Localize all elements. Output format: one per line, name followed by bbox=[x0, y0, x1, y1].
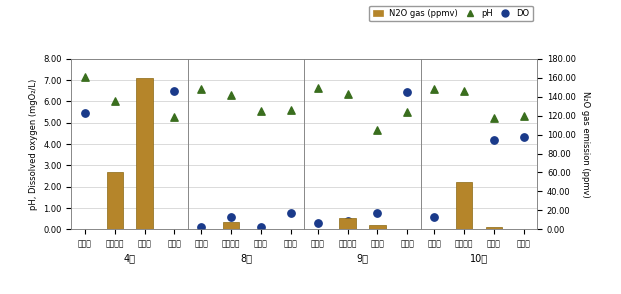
Point bbox=[140, 217, 150, 222]
Point bbox=[373, 211, 383, 216]
Point bbox=[343, 92, 353, 96]
Point bbox=[489, 116, 499, 121]
Point bbox=[519, 114, 528, 119]
Point bbox=[286, 211, 296, 216]
Point bbox=[256, 225, 266, 230]
Bar bbox=[137, 78, 153, 229]
Point bbox=[429, 86, 439, 91]
Point bbox=[519, 134, 528, 139]
Point bbox=[110, 192, 120, 196]
Point bbox=[313, 220, 323, 225]
Bar bbox=[340, 218, 356, 229]
Bar bbox=[369, 225, 386, 229]
Bar bbox=[223, 222, 239, 229]
Point bbox=[343, 219, 353, 223]
Point bbox=[196, 86, 206, 91]
Point bbox=[373, 128, 383, 133]
Point bbox=[226, 214, 236, 219]
Point bbox=[459, 220, 469, 224]
Point bbox=[196, 225, 206, 230]
Y-axis label: pH, Dissolved oxygen (mgO₂/L): pH, Dissolved oxygen (mgO₂/L) bbox=[29, 78, 38, 210]
Point bbox=[313, 85, 323, 90]
Point bbox=[170, 115, 179, 120]
Point bbox=[140, 117, 150, 122]
Y-axis label: N₂O gas emission (ppmv): N₂O gas emission (ppmv) bbox=[581, 91, 590, 198]
Point bbox=[459, 88, 469, 93]
Legend: N2O gas (ppmv), pH, DO: N2O gas (ppmv), pH, DO bbox=[369, 6, 533, 21]
Bar bbox=[456, 182, 472, 229]
Point bbox=[402, 89, 412, 94]
Point bbox=[402, 110, 412, 114]
Point bbox=[429, 214, 439, 219]
Point bbox=[489, 137, 499, 142]
X-axis label: 4月: 4月 bbox=[124, 254, 135, 264]
Bar bbox=[107, 173, 123, 229]
Point bbox=[80, 111, 90, 116]
Point bbox=[170, 88, 179, 93]
Bar bbox=[486, 228, 502, 229]
Point bbox=[80, 75, 90, 79]
X-axis label: 8月: 8月 bbox=[240, 254, 252, 264]
X-axis label: 9月: 9月 bbox=[356, 254, 368, 264]
Point bbox=[110, 99, 120, 104]
Point bbox=[286, 108, 296, 112]
Point bbox=[256, 109, 266, 113]
X-axis label: 10月: 10月 bbox=[470, 254, 488, 264]
Point bbox=[226, 93, 236, 97]
